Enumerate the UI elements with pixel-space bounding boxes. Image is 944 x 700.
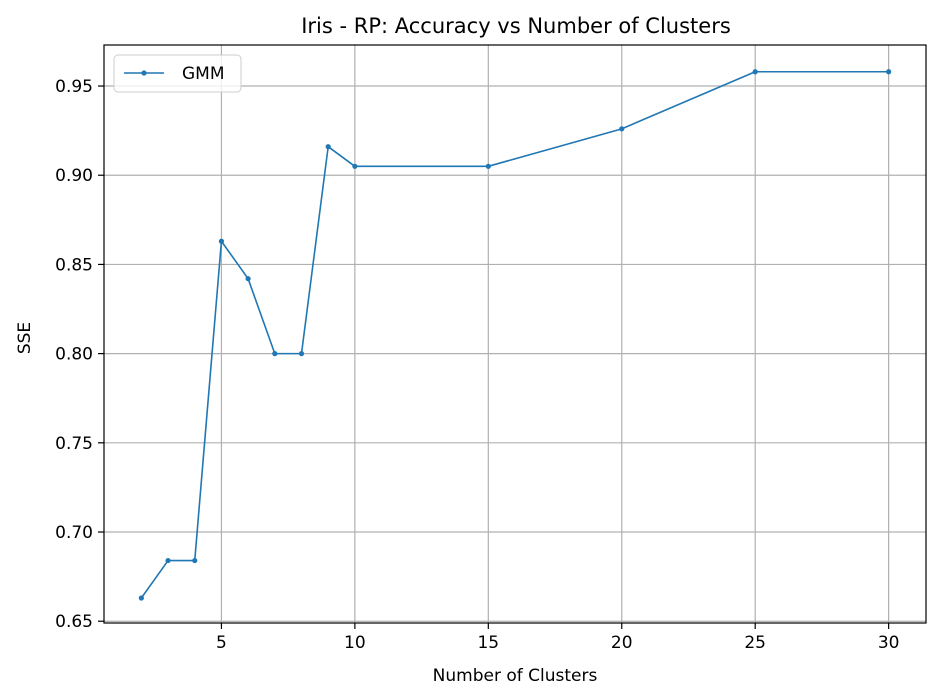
data-point <box>352 163 358 169</box>
y-tick-label: 0.80 <box>55 345 93 365</box>
data-point <box>138 595 144 601</box>
y-tick-label: 0.95 <box>55 77 93 97</box>
legend: GMM <box>113 54 242 93</box>
chart-title: Iris - RP: Accuracy vs Number of Cluster… <box>301 14 731 38</box>
x-tick-label: 10 <box>344 633 366 653</box>
x-tick-label: 30 <box>878 633 900 653</box>
data-point <box>192 557 198 564</box>
legend-marker-swatch <box>141 70 147 76</box>
x-tick-label: 20 <box>611 633 633 653</box>
x-tick-label: 15 <box>477 633 499 653</box>
data-point <box>325 144 331 150</box>
legend-box <box>113 54 242 93</box>
grid-lines <box>104 45 926 623</box>
axis-ticks: 5 10 15 20 25 30 0.65 0.70 0.75 0.80 0.85 0.90 0.95 <box>55 77 899 653</box>
data-point <box>165 557 171 564</box>
data-point <box>245 276 251 282</box>
data-point <box>619 126 625 132</box>
y-tick-label: 0.70 <box>55 523 93 543</box>
x-tick-label: 25 <box>744 633 766 653</box>
data-point <box>886 69 892 75</box>
y-tick-label: 0.90 <box>55 166 93 186</box>
x-axis-label: Number of Clusters <box>433 666 598 686</box>
data-point <box>485 163 491 169</box>
y-axis-label: SSE <box>15 322 35 354</box>
data-point <box>272 351 278 357</box>
series-layer <box>138 69 892 601</box>
plot-frame <box>103 44 927 624</box>
y-tick-label: 0.65 <box>55 612 93 632</box>
legend-entry-gmm: GMM <box>182 64 225 84</box>
y-tick-label: 0.75 <box>55 434 93 454</box>
x-tick-label: 5 <box>216 633 227 653</box>
data-point <box>298 351 305 357</box>
y-tick-label: 0.85 <box>55 255 93 275</box>
data-point <box>752 69 758 75</box>
data-point <box>218 238 225 244</box>
